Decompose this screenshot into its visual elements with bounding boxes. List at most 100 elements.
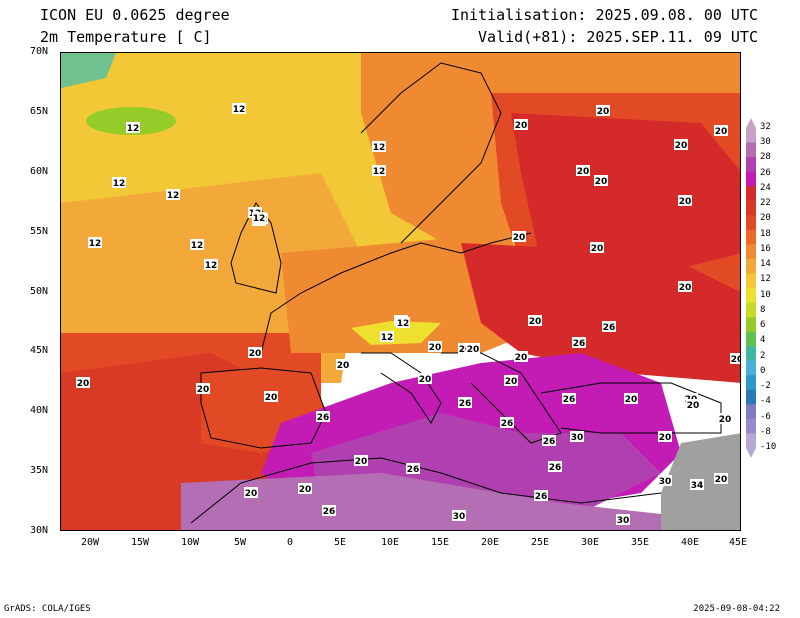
isotherm-label: 12	[397, 319, 410, 329]
colorbar-tick-label: 0	[760, 365, 766, 376]
isotherm-label: 20	[265, 393, 278, 403]
isotherm-label: 20	[675, 141, 688, 151]
isotherm-label-bg	[514, 119, 528, 130]
isotherm-label: 26	[535, 492, 548, 502]
isotherm-label-bg	[248, 347, 262, 358]
colorbar-swatch	[746, 346, 756, 362]
isotherm-label-bg	[380, 331, 394, 342]
colorbar-tick-label: 22	[760, 198, 771, 209]
variable-title: 2m Temperature [ C]	[40, 28, 212, 46]
isotherm-label-bg	[534, 490, 548, 501]
isotherm-label-bg	[504, 375, 518, 386]
isotherm-label: 12	[373, 143, 386, 153]
isotherm-label: 26	[317, 413, 330, 423]
colorbar-swatch	[746, 128, 756, 144]
footer-timestamp: 2025-09-08-04:22	[693, 604, 780, 614]
isotherm-label: 12	[167, 191, 180, 201]
isotherm-label-bg	[718, 413, 732, 424]
isotherm-label: 20	[719, 415, 732, 425]
isotherm-label: 12	[89, 239, 102, 249]
colorbar	[746, 118, 756, 458]
colorbar-tick-label: -6	[760, 411, 771, 422]
isotherm-label: 30	[453, 512, 466, 522]
isotherm-label: 12	[113, 179, 126, 189]
colorbar-tick-label: 20	[760, 213, 771, 224]
colorbar-tick-label: 18	[760, 228, 771, 239]
isotherm-label: 12	[373, 167, 386, 177]
isotherm-label: 20	[625, 395, 638, 405]
isotherm-label-bg	[76, 377, 90, 388]
lon-label: 5E	[333, 537, 347, 548]
map-canvas: 1212121212121212121212121212121220202020…	[61, 53, 740, 530]
isotherm-label-bg	[252, 212, 266, 223]
isotherm-label: 26	[603, 323, 616, 333]
colorbar-swatch	[746, 171, 756, 187]
isotherm-label-bg	[458, 397, 472, 408]
isotherm-label-bg	[570, 431, 584, 442]
isotherm-label-bg	[674, 139, 688, 150]
colorbar-swatch	[746, 273, 756, 289]
isotherm-label: 20	[459, 345, 472, 355]
lon-label: 25E	[530, 537, 550, 548]
isotherm-label: 26	[323, 507, 336, 517]
isotherm-label: 26	[549, 463, 562, 473]
colorbar-swatch	[746, 375, 756, 391]
lon-label: 5W	[233, 537, 247, 548]
colorbar-swatch	[746, 258, 756, 274]
lat-label: 40N	[30, 405, 49, 416]
isotherm-label-bg	[354, 455, 368, 466]
isotherm-label-bg	[372, 165, 386, 176]
isotherm-label-bg	[452, 510, 466, 521]
alps	[351, 321, 441, 345]
isotherm-label: 20	[429, 343, 442, 353]
isotherm-label-bg	[528, 315, 542, 326]
isotherm-label: 20	[513, 233, 526, 243]
coastline-iberia	[200, 367, 327, 449]
colorbar-bottom-arrow	[746, 448, 756, 458]
isotherm-label-bg	[232, 103, 246, 114]
colorbar-tick-label: 12	[760, 274, 771, 285]
isotherm-label: 20	[687, 401, 700, 411]
lat-label: 45N	[30, 345, 49, 356]
isotherm-label-bg	[548, 461, 562, 472]
isotherm-label-bg	[196, 383, 210, 394]
isotherm-label-bg	[418, 373, 432, 384]
init-time: Initialisation: 2025.09.08. 00 UTC	[450, 6, 758, 24]
isotherm-label: 12	[127, 124, 140, 134]
lat-label: 55N	[30, 226, 49, 237]
colorbar-tick-label: 26	[760, 167, 771, 178]
isotherm-label-bg	[576, 165, 590, 176]
isotherm-label: 26	[459, 399, 472, 409]
colorbar-swatch	[746, 186, 756, 202]
isotherm-label: 20	[597, 107, 610, 117]
lon-label: 20E	[480, 537, 500, 548]
colorbar-swatch	[746, 229, 756, 245]
isotherm-label: 26	[543, 437, 556, 447]
isotherm-label: 20	[529, 317, 542, 327]
colorbar-swatch	[746, 200, 756, 216]
isotherm-label: 20	[245, 489, 258, 499]
colorbar-tick-label: 4	[760, 335, 766, 346]
colorbar-tick-label: 30	[760, 137, 771, 148]
colorbar-tick-label: -4	[760, 396, 771, 407]
lat-label: 70N	[30, 46, 49, 57]
isotherm-label-bg	[602, 321, 616, 332]
isotherm-label-bg	[322, 505, 336, 516]
isotherm-label: 20	[515, 353, 528, 363]
lon-label: 20W	[80, 537, 100, 548]
colorbar-swatch	[746, 317, 756, 333]
colorbar-tick-label: 2	[760, 350, 766, 361]
russia-hot	[511, 113, 740, 283]
isotherm-label: 12	[191, 241, 204, 251]
colorbar-swatch	[746, 157, 756, 173]
isotherm-label: 20	[467, 345, 480, 355]
isotherm-label-bg	[690, 479, 704, 490]
isotherm-label: 20	[591, 244, 604, 254]
isotherm-label: 20	[419, 375, 432, 385]
colorbar-swatch	[746, 215, 756, 231]
lon-label: 15E	[430, 537, 450, 548]
isotherm-label: 20	[679, 283, 692, 293]
isotherm-label: 20	[299, 485, 312, 495]
isotherm-label-bg	[466, 343, 480, 354]
colorbar-tick-label: -2	[760, 381, 771, 392]
